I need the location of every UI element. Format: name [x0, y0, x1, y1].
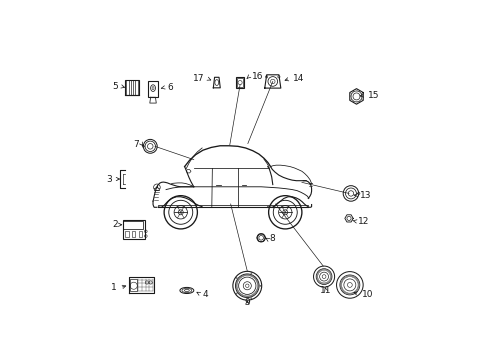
Polygon shape [186, 170, 191, 173]
Text: 1: 1 [111, 283, 117, 292]
Text: 12: 12 [357, 217, 369, 226]
Bar [132, 231, 135, 237]
Text: 16: 16 [251, 72, 263, 81]
Text: 6: 6 [166, 83, 172, 92]
Text: 4: 4 [203, 289, 208, 298]
Bar [236, 78, 243, 87]
Text: 17: 17 [193, 74, 204, 83]
Text: 5: 5 [112, 82, 117, 91]
Text: 3: 3 [106, 175, 112, 184]
Text: 10: 10 [361, 289, 373, 298]
Text: 8: 8 [269, 234, 275, 243]
Bar [148, 81, 158, 97]
Text: 11: 11 [320, 286, 331, 295]
Text: 14: 14 [292, 74, 304, 83]
Text: 2: 2 [112, 220, 117, 229]
Bar [122, 220, 144, 239]
Text: 13: 13 [359, 190, 371, 199]
Bar [125, 231, 128, 237]
Bar [125, 80, 138, 95]
Text: 9: 9 [244, 298, 250, 307]
Bar [123, 221, 142, 229]
Text: 7: 7 [133, 140, 139, 149]
Bar [138, 231, 142, 237]
Text: 15: 15 [367, 91, 378, 100]
Bar [235, 77, 244, 89]
Bar [130, 279, 137, 291]
